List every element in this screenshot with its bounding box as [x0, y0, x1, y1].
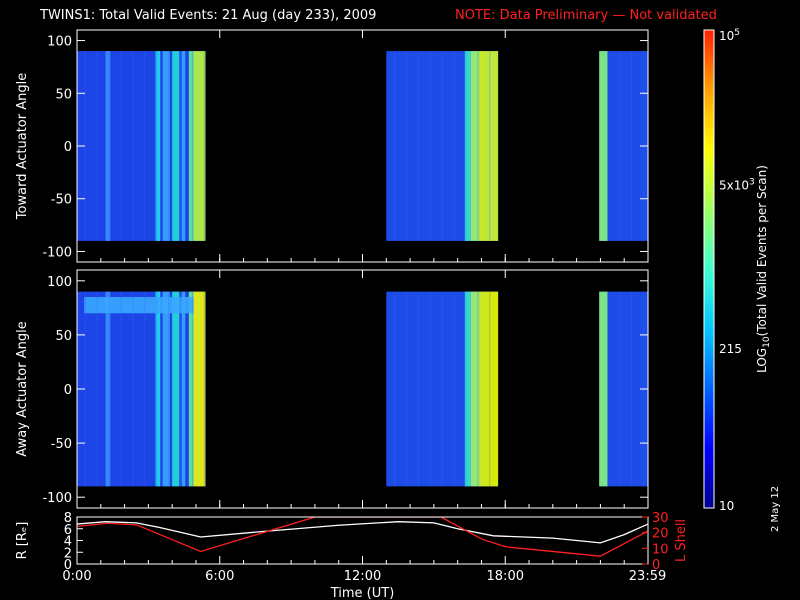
colorbar-tick-label: 215	[719, 342, 742, 356]
toward-stripe-2-0	[599, 51, 608, 241]
orbit-ytick-label: 6	[64, 523, 72, 538]
orbit-xtick-label: 6:00	[205, 569, 234, 584]
away-stripe-1-2	[479, 291, 486, 487]
away-stripe-1-0	[464, 291, 471, 487]
toward-stripe-1-3	[485, 51, 499, 241]
toward-ytick-label: -100	[42, 245, 72, 260]
orbit-y2tick-label: 30	[652, 511, 669, 526]
toward-stripe-0-2	[162, 51, 170, 241]
toward-stripe-0-3	[172, 51, 180, 241]
orbit-y2tick-label: 20	[652, 527, 669, 542]
away-stripe-2-0	[599, 291, 608, 487]
away-stripe-1-1	[470, 291, 480, 487]
orbit-xtick-label: 18:00	[487, 569, 524, 584]
away-ylabel: Away Actuator Angle	[15, 321, 30, 456]
colorbar: 105 5x103 215 10 LOG10(Total Valid Events pe…	[703, 28, 772, 513]
toward-ytick-label: 50	[55, 87, 72, 102]
away-ytick-label: -50	[51, 437, 72, 452]
orbit-xtick-label: 23:59	[629, 569, 666, 584]
orbit-ytick-label: 0	[64, 558, 72, 573]
away-ytick-label: 0	[64, 383, 72, 398]
colorbar-tick-label: 10	[719, 499, 734, 513]
orbit-xtick-label: 0:00	[62, 569, 91, 584]
orbit-ytick-label: 8	[64, 511, 72, 526]
toward-stripe-0-6	[193, 51, 206, 241]
orbit-ytick-label: 2	[64, 546, 72, 561]
toward-stripe-0-0	[105, 51, 111, 241]
away-heatmap-panel: 100 50 0 -50 -100 Away Actuator Angle	[15, 269, 649, 509]
away-stripe-1-3	[485, 291, 499, 487]
data-note: NOTE: Data Preliminary — Not validated	[455, 8, 717, 23]
orbit-ytick-label: 4	[64, 535, 72, 550]
toward-stripe-1-2	[479, 51, 486, 241]
toward-stripe-0-5	[188, 51, 194, 241]
orbit-y2label: L Shell	[674, 519, 689, 562]
away-angle-band	[84, 297, 194, 314]
away-stripe-0-0	[105, 291, 111, 487]
toward-ytick-label: -50	[51, 193, 72, 208]
orbit-ylabel: R [Rₑ]	[15, 522, 30, 560]
toward-ytick-label: 0	[64, 140, 72, 155]
colorbar-tick-label: 5x103	[719, 177, 755, 192]
away-ytick-label: 100	[47, 275, 72, 290]
toward-stripe-0-4	[181, 51, 186, 241]
colorbar-tick-label: 105	[719, 28, 740, 43]
toward-ytick-label: 100	[47, 35, 72, 50]
away-stripe-0-1	[155, 291, 161, 487]
toward-heatmap-panel: 100 50 0 -50 -100 Toward Actuator Angle	[15, 29, 649, 263]
orbit-xlabel: Time (UT)	[330, 586, 395, 600]
radial-distance-line	[77, 521, 648, 544]
lshell-line	[77, 517, 648, 557]
away-stripe-0-4	[181, 291, 186, 487]
away-stripe-0-5	[188, 291, 194, 487]
away-ytick-label: 50	[55, 329, 72, 344]
toward-stripe-0-1	[155, 51, 161, 241]
colorbar-label: LOG10(Total Valid Events per Scan)	[755, 165, 772, 373]
away-ytick-label: -100	[42, 491, 72, 506]
away-segment-0	[77, 291, 206, 487]
colorbar-gradient	[703, 29, 715, 509]
toward-stripe-1-1	[470, 51, 480, 241]
orbit-xtick-label: 12:00	[344, 569, 381, 584]
toward-stripe-1-0	[464, 51, 471, 241]
chart-title: TWINS1: Total Valid Events: 21 Aug (day …	[40, 8, 377, 23]
toward-segment-0	[77, 51, 206, 241]
away-stripe-0-3	[172, 291, 180, 487]
orbit-y2tick-label: 0	[652, 558, 660, 573]
toward-ylabel: Toward Actuator Angle	[15, 73, 30, 220]
away-stripe-0-6	[193, 291, 206, 487]
away-stripe-0-2	[162, 291, 170, 487]
orbit-y2tick-label: 10	[652, 542, 669, 557]
